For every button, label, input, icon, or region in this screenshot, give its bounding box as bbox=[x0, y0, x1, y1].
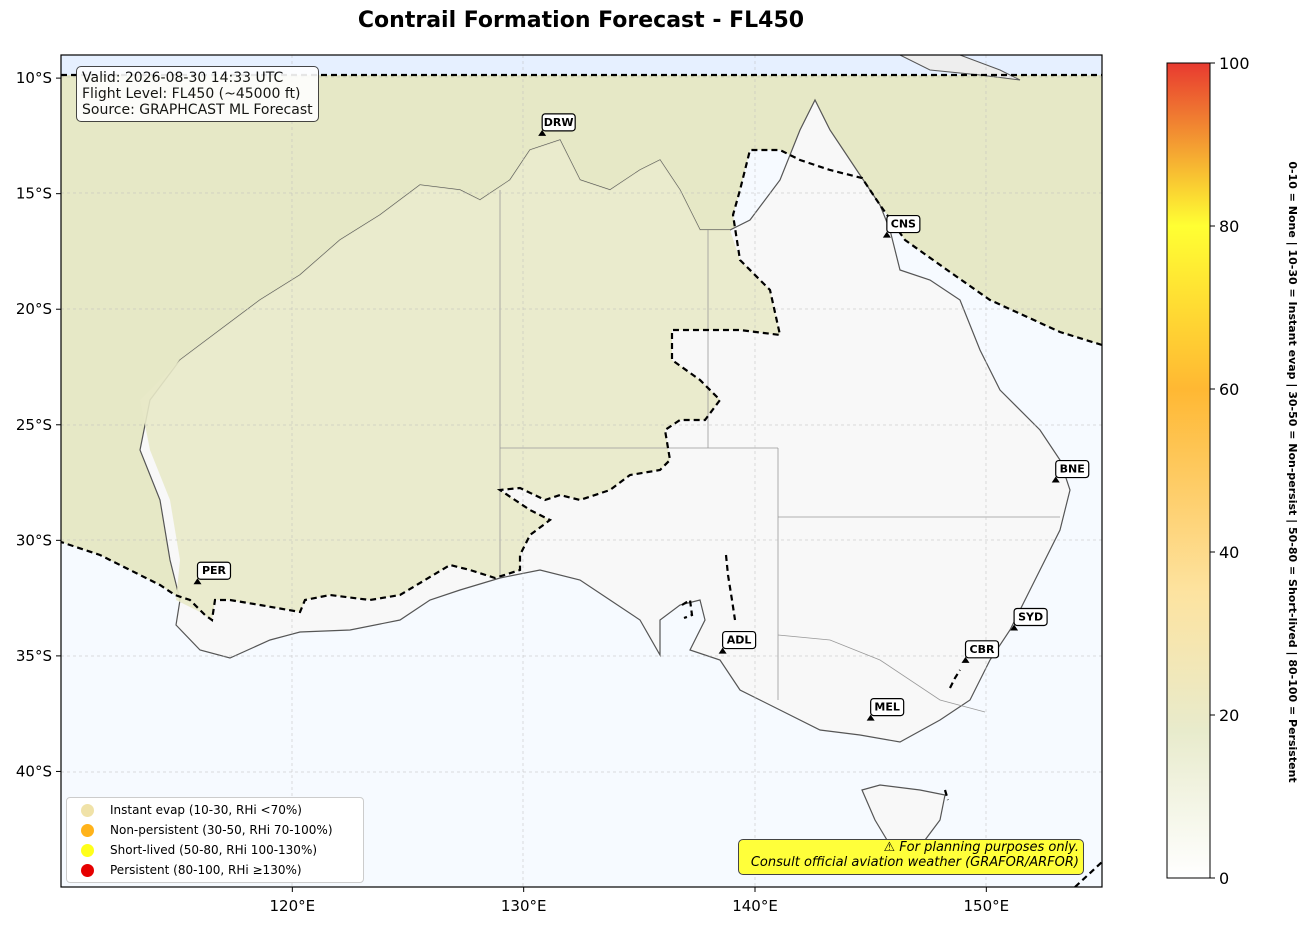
lon-tick-label: 150°E bbox=[964, 897, 1010, 915]
colorbar-label: 0-10 = None | 10-30 = Instant evap | 30-… bbox=[1286, 161, 1299, 782]
city-label-box bbox=[722, 630, 757, 650]
city-cns[interactable]: CNS bbox=[882, 214, 921, 238]
north-band bbox=[61, 55, 1102, 75]
city-label: ADL bbox=[727, 634, 752, 647]
lat-tick-label: 40°S bbox=[16, 762, 52, 780]
city-marker-icon bbox=[1010, 624, 1019, 631]
legend: Instant evap (10-30, RHi <70%) Non-persi… bbox=[66, 797, 364, 883]
legend-item: Non-persistent (30-50, RHi 70-100%) bbox=[81, 821, 333, 839]
city-label-box bbox=[886, 214, 921, 234]
land-tasmania bbox=[861, 784, 946, 851]
city-label: CBR bbox=[970, 643, 995, 656]
city-drw[interactable]: DRW bbox=[538, 113, 576, 136]
colorbar-tick-label: 40 bbox=[1219, 543, 1239, 562]
city-marker-icon bbox=[882, 231, 891, 238]
lon-tick-label: 120°E bbox=[270, 897, 316, 915]
lat-tick-label: 25°S bbox=[16, 416, 52, 434]
chart-title: Contrail Formation Forecast - FL450 bbox=[357, 8, 805, 33]
info-box: Valid: 2026-08-30 14:33 UTC Flight Level… bbox=[76, 66, 319, 122]
city-marker-icon bbox=[193, 578, 202, 585]
lat-tick-label: 15°S bbox=[16, 185, 52, 203]
data-source: Source: GRAPHCAST ML Forecast bbox=[82, 102, 313, 118]
warning-line1: ⚠ For planning purposes only. bbox=[883, 840, 1080, 855]
lat-tick-label: 20°S bbox=[16, 300, 52, 318]
city-label-box bbox=[1013, 607, 1048, 627]
legend-dot bbox=[81, 863, 94, 877]
city-label: DRW bbox=[544, 116, 574, 129]
colorbar-tick-label: 60 bbox=[1219, 380, 1239, 399]
flight-level: Flight Level: FL450 (~45000 ft) bbox=[82, 86, 301, 102]
city-per[interactable]: PER bbox=[193, 561, 232, 585]
city-label-box bbox=[541, 113, 576, 132]
lat-tick-label: 10°S bbox=[16, 69, 52, 87]
warning-box: ⚠ For planning purposes only. Consult of… bbox=[738, 839, 1084, 875]
gridlines bbox=[61, 55, 1102, 887]
city-syd[interactable]: SYD bbox=[1010, 607, 1048, 631]
map-frame bbox=[60, 54, 1103, 888]
city-label-box bbox=[1055, 459, 1090, 479]
city-marker-icon bbox=[718, 647, 727, 654]
legend-dot bbox=[81, 823, 94, 837]
city-marker-icon bbox=[961, 656, 970, 663]
city-marker-icon bbox=[866, 714, 875, 721]
city-bne[interactable]: BNE bbox=[1051, 459, 1090, 483]
lon-tick-label: 130°E bbox=[501, 897, 547, 915]
city-label: MEL bbox=[874, 701, 899, 714]
valid-time: Valid: 2026-08-30 14:33 UTC bbox=[82, 70, 284, 86]
city-markers: DRW CNS BNE PER SYD ADL CBR MEL bbox=[193, 113, 1090, 721]
land-png bbox=[899, 55, 1021, 81]
colorbar-label-text: 0-10 = None | 10-30 = Instant evap | 30-… bbox=[1286, 161, 1299, 782]
city-marker-icon bbox=[538, 129, 547, 136]
city-label: SYD bbox=[1018, 610, 1043, 623]
legend-item: Short-lived (50-80, RHi 100-130%) bbox=[81, 841, 317, 859]
colorbar-ticks: 0 20 40 60 80 100 bbox=[1210, 54, 1250, 888]
legend-item: Persistent (80-100, RHi ≥130%) bbox=[81, 861, 302, 879]
legend-label: Instant evap (10-30, RHi <70%) bbox=[110, 803, 302, 817]
city-mel[interactable]: MEL bbox=[866, 697, 905, 721]
colorbar-tick-label: 0 bbox=[1219, 869, 1229, 888]
colorbar-tick-label: 100 bbox=[1219, 54, 1250, 73]
legend-label: Short-lived (50-80, RHi 100-130%) bbox=[110, 843, 318, 857]
legend-item: Instant evap (10-30, RHi <70%) bbox=[81, 801, 302, 819]
city-label: PER bbox=[202, 564, 227, 577]
lat-ticks: 10°S 15°S 20°S 25°S 30°S 35°S 40°S bbox=[16, 69, 61, 780]
lat-tick-label: 30°S bbox=[16, 531, 52, 549]
colorbar-tick-label: 80 bbox=[1219, 217, 1239, 236]
city-label-box bbox=[964, 640, 1000, 659]
land-contrail-overlay bbox=[140, 140, 780, 620]
legend-dot bbox=[81, 843, 94, 857]
city-adl[interactable]: ADL bbox=[718, 630, 757, 654]
city-label: BNE bbox=[1060, 463, 1085, 476]
state-borders bbox=[499, 190, 1060, 713]
colorbar bbox=[1166, 62, 1211, 879]
colorbar-tick-label: 20 bbox=[1219, 706, 1239, 725]
legend-dot bbox=[81, 803, 94, 817]
city-label-box bbox=[870, 697, 905, 717]
legend-label: Persistent (80-100, RHi ≥130%) bbox=[110, 863, 302, 877]
city-cbr[interactable]: CBR bbox=[961, 640, 1000, 663]
city-label: CNS bbox=[891, 218, 916, 231]
lon-ticks: 120°E 130°E 140°E 150°E bbox=[270, 887, 1010, 915]
city-label-box bbox=[196, 561, 232, 580]
warning-line2: Consult official aviation weather (GRAFO… bbox=[750, 855, 1079, 870]
lat-tick-label: 35°S bbox=[16, 647, 52, 665]
legend-label: Non-persistent (30-50, RHi 70-100%) bbox=[110, 823, 333, 837]
city-marker-icon bbox=[1051, 476, 1060, 483]
lon-tick-label: 140°E bbox=[732, 897, 778, 915]
